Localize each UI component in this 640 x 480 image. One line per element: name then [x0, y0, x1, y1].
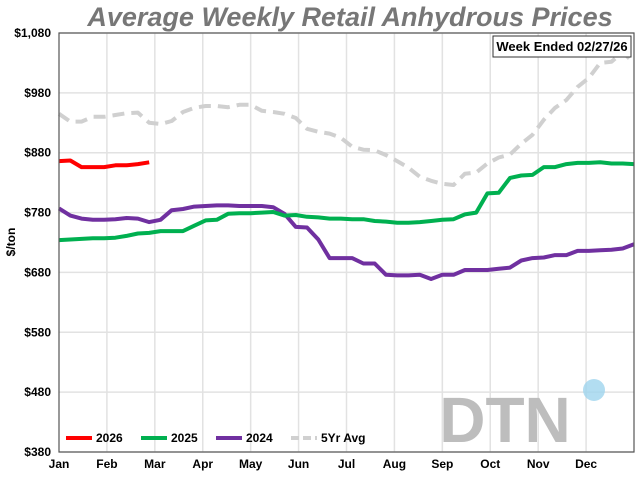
legend: 2026 2025 2024 5Yr Avg [66, 431, 365, 445]
y-tick-label: $780 [24, 206, 51, 220]
y-tick-label: $680 [24, 265, 51, 279]
y-tick-label: $880 [24, 146, 51, 160]
x-tick-label: Dec [575, 457, 597, 471]
x-tick-label: Feb [96, 457, 117, 471]
x-tick-label: Nov [527, 457, 550, 471]
x-tick-label: Apr [192, 457, 213, 471]
plot-frame [58, 32, 635, 453]
dtn-logo: DTN [439, 379, 605, 456]
y-tick-label: $580 [24, 325, 51, 339]
x-tick-label: Oct [480, 457, 500, 471]
annotation-text: Week Ended 02/27/26 [496, 39, 627, 54]
y-tick-label: $980 [24, 86, 51, 100]
y-tick-label: $480 [24, 385, 51, 399]
chart-title: Average Weekly Retail Anhydrous Prices [86, 2, 612, 32]
legend-label: 2025 [171, 431, 198, 445]
x-tick-label: Mar [144, 457, 166, 471]
x-tick-label: Jun [288, 457, 309, 471]
x-tick-label: Aug [383, 457, 406, 471]
annotation-box: Week Ended 02/27/26 [492, 35, 632, 58]
series-line-2024 [57, 203, 635, 281]
svg-text:DTN: DTN [439, 384, 571, 456]
y-tick-label: $1,080 [14, 26, 51, 40]
x-tick-label: Jul [338, 457, 355, 471]
legend-label: 2024 [246, 431, 273, 445]
series-line-2025 [58, 160, 635, 243]
series-line-2026 [58, 158, 150, 170]
y-axis-label: $/ton [4, 228, 18, 257]
legend-label: 2026 [96, 431, 123, 445]
x-tick-label: Jan [49, 457, 70, 471]
legend-label: 5Yr Avg [321, 431, 365, 445]
series-line-5yr-avg [57, 50, 636, 187]
x-tick-label: May [239, 457, 263, 471]
y-tick-label: $380 [24, 445, 51, 459]
x-tick-label: Sep [431, 457, 453, 471]
